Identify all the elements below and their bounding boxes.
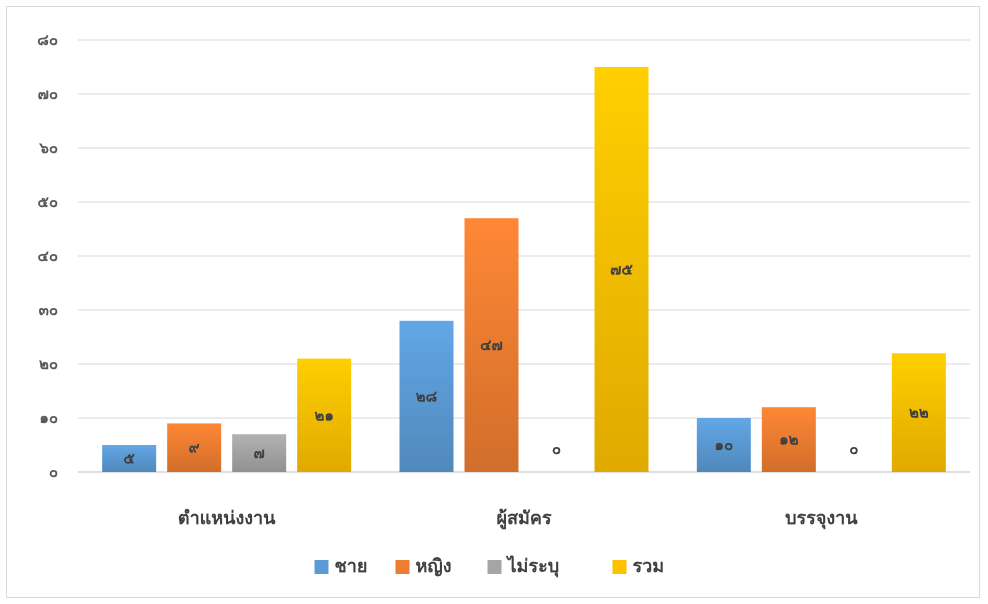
bar — [464, 218, 519, 472]
data-label: ๕ — [123, 450, 135, 468]
data-label: ๐ — [552, 440, 561, 458]
bars — [102, 67, 946, 472]
category-label: ผู้สมัคร — [496, 508, 551, 530]
legend-swatch — [487, 560, 502, 574]
y-tick-label: ๐ — [49, 463, 58, 481]
bar — [102, 445, 157, 472]
bar — [891, 353, 946, 472]
y-tick-label: ๘๐ — [37, 31, 58, 49]
legend-label: หญิง — [416, 556, 452, 577]
data-label: ๒๒ — [909, 404, 929, 422]
y-tick-label: ๔๐ — [37, 247, 58, 265]
y-tick-label: ๒๐ — [39, 355, 58, 373]
x-axis-categories: ตำแหน่งงาน ผู้สมัคร บรรจุงาน — [178, 508, 858, 530]
y-tick-label: ๗๐ — [38, 85, 58, 103]
y-tick-label: ๕๐ — [37, 193, 58, 211]
legend-label: ไม่ระบุ — [506, 555, 560, 578]
data-label: ๗๕ — [610, 261, 633, 279]
bar — [594, 67, 649, 472]
data-label: ๗ — [254, 444, 265, 462]
category-label: ตำแหน่งงาน — [178, 508, 276, 529]
y-axis-ticks: ๐ ๑๐ ๒๐ ๓๐ ๔๐ ๕๐ ๖๐ ๗๐ ๘๐ — [37, 31, 58, 481]
data-label: ๑๐ — [714, 436, 733, 454]
data-label: ๐ — [849, 440, 858, 458]
legend-swatch — [612, 560, 627, 574]
y-tick-label: ๖๐ — [38, 139, 58, 157]
legend-label: ชาย — [335, 556, 368, 577]
gridlines — [78, 39, 970, 473]
legend: ชาย หญิง ไม่ระบุ รวม — [314, 555, 665, 578]
data-label: ๔๗ — [480, 336, 503, 354]
category-label: บรรจุงาน — [785, 508, 858, 530]
data-label: ๒๘ — [416, 387, 438, 405]
legend-label: รวม — [633, 556, 665, 577]
legend-swatch — [314, 560, 329, 574]
data-label: ๙ — [189, 439, 200, 457]
bar — [696, 418, 751, 472]
data-label: ๒๑ — [314, 406, 333, 424]
y-tick-label: ๓๐ — [39, 301, 58, 319]
bar — [167, 423, 222, 472]
legend-swatch — [395, 560, 410, 574]
bar — [297, 358, 352, 472]
bar — [232, 434, 287, 472]
data-label: ๑๒ — [779, 431, 799, 449]
y-tick-label: ๑๐ — [39, 409, 58, 427]
bar — [399, 320, 454, 472]
bar — [761, 407, 816, 472]
